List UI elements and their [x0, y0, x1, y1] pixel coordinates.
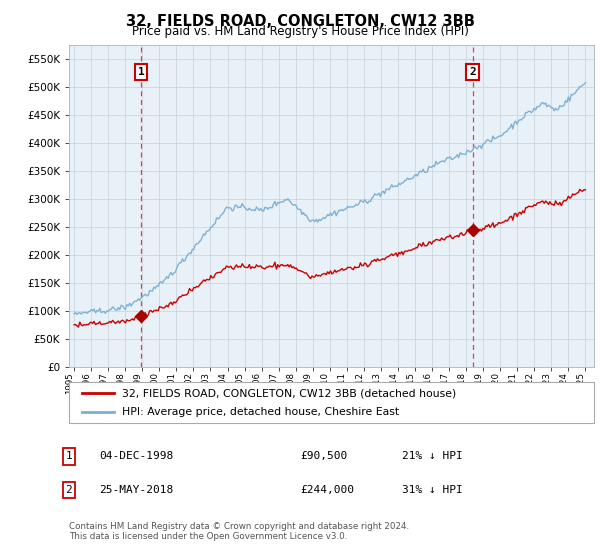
- Text: 2022: 2022: [526, 372, 535, 394]
- Text: 2010: 2010: [321, 372, 330, 394]
- Text: £90,500: £90,500: [300, 451, 347, 461]
- Text: 21% ↓ HPI: 21% ↓ HPI: [402, 451, 463, 461]
- Text: 32, FIELDS ROAD, CONGLETON, CW12 3BB: 32, FIELDS ROAD, CONGLETON, CW12 3BB: [125, 14, 475, 29]
- Text: 2025: 2025: [577, 372, 586, 394]
- Text: 2019: 2019: [474, 372, 483, 394]
- Text: Contains HM Land Registry data © Crown copyright and database right 2024.
This d: Contains HM Land Registry data © Crown c…: [69, 522, 409, 542]
- Text: £244,000: £244,000: [300, 485, 354, 495]
- Text: 2001: 2001: [167, 372, 176, 394]
- Text: 2004: 2004: [218, 372, 227, 394]
- Text: 2: 2: [65, 485, 73, 495]
- Text: 2005: 2005: [236, 372, 245, 394]
- Text: 2011: 2011: [338, 372, 347, 394]
- Text: 2002: 2002: [184, 372, 193, 394]
- Text: 32, FIELDS ROAD, CONGLETON, CW12 3BB (detached house): 32, FIELDS ROAD, CONGLETON, CW12 3BB (de…: [121, 389, 456, 398]
- Text: 2007: 2007: [269, 372, 278, 394]
- Text: Price paid vs. HM Land Registry's House Price Index (HPI): Price paid vs. HM Land Registry's House …: [131, 25, 469, 38]
- Text: 2020: 2020: [491, 372, 500, 394]
- Text: 2021: 2021: [508, 372, 517, 394]
- Text: 04-DEC-1998: 04-DEC-1998: [99, 451, 173, 461]
- Text: 2015: 2015: [406, 372, 415, 394]
- Text: 2024: 2024: [559, 372, 568, 394]
- Text: 2013: 2013: [372, 372, 381, 394]
- Text: 2017: 2017: [440, 372, 449, 394]
- Text: 2016: 2016: [423, 372, 432, 394]
- Text: 2012: 2012: [355, 372, 364, 394]
- Text: 2009: 2009: [304, 372, 313, 394]
- Text: 1995: 1995: [65, 372, 74, 394]
- Text: 2008: 2008: [287, 372, 296, 394]
- Text: 2006: 2006: [253, 372, 262, 394]
- Text: HPI: Average price, detached house, Cheshire East: HPI: Average price, detached house, Ches…: [121, 407, 398, 417]
- Text: 2018: 2018: [457, 372, 466, 394]
- Text: 1997: 1997: [99, 372, 108, 394]
- Text: 1999: 1999: [133, 372, 142, 394]
- Text: 2000: 2000: [151, 372, 160, 394]
- Text: 1: 1: [65, 451, 73, 461]
- Text: 25-MAY-2018: 25-MAY-2018: [99, 485, 173, 495]
- Text: 1998: 1998: [116, 372, 125, 394]
- Text: 2014: 2014: [389, 372, 398, 394]
- Text: 2023: 2023: [542, 372, 551, 394]
- Text: 31% ↓ HPI: 31% ↓ HPI: [402, 485, 463, 495]
- Text: 1: 1: [137, 67, 145, 77]
- Text: 1996: 1996: [82, 372, 91, 394]
- Text: 2003: 2003: [202, 372, 211, 394]
- Text: 2: 2: [469, 67, 476, 77]
